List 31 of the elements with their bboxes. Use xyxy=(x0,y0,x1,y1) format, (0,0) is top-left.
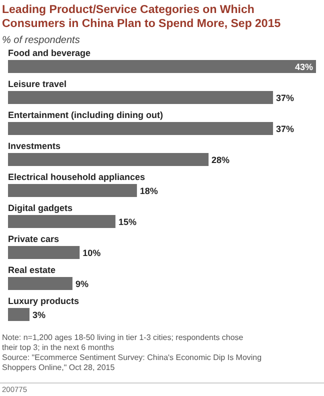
data-label: 10% xyxy=(82,248,101,258)
y-tick-label: Entertainment (including dining out) xyxy=(8,110,163,120)
data-label: 37% xyxy=(276,93,294,103)
text: Note: n=1,200 ages 18-50 living in tier 1-3 cities; respondents chose their top 3; in the next 6 months xyxy=(2,333,244,352)
source-note: Source: "Ecommerce Sentiment Survey: China's Economic Dip Is Moving Shoppers Online," Oct 28, 2015 xyxy=(2,353,262,372)
data-label: 15% xyxy=(118,217,136,227)
y-tick-label: Real estate xyxy=(8,265,56,275)
bar xyxy=(8,277,72,290)
y-tick-label: Digital gadgets xyxy=(8,203,73,213)
y-tick-label: Investments xyxy=(8,141,61,151)
y-tick-label: Leisure travel xyxy=(8,79,67,89)
bar xyxy=(8,215,116,228)
data-label: 18% xyxy=(140,186,158,196)
y-tick-label: Food and beverage xyxy=(8,48,91,58)
y-tick-label: Electrical household appliances xyxy=(8,172,146,182)
y-tick-label: Luxury products xyxy=(8,296,80,306)
data-label: 28% xyxy=(212,155,230,165)
y-tick-label: Private cars xyxy=(8,234,60,244)
data-label: 9% xyxy=(75,279,88,289)
data-label: 43% xyxy=(294,62,313,72)
data-label: 3% xyxy=(32,310,46,320)
chart-subtitle: % of respondents xyxy=(2,35,80,46)
bar xyxy=(8,246,80,259)
data-label: 37% xyxy=(276,124,294,134)
bar xyxy=(8,184,137,197)
bar xyxy=(8,122,274,135)
bar xyxy=(8,91,274,104)
chart-title: Leading Product/Service Categories on Which Consumers in China Plan to Spend More, Sep 2015 xyxy=(2,4,282,30)
bar xyxy=(8,153,209,166)
bar xyxy=(8,60,316,73)
bar xyxy=(8,308,30,321)
